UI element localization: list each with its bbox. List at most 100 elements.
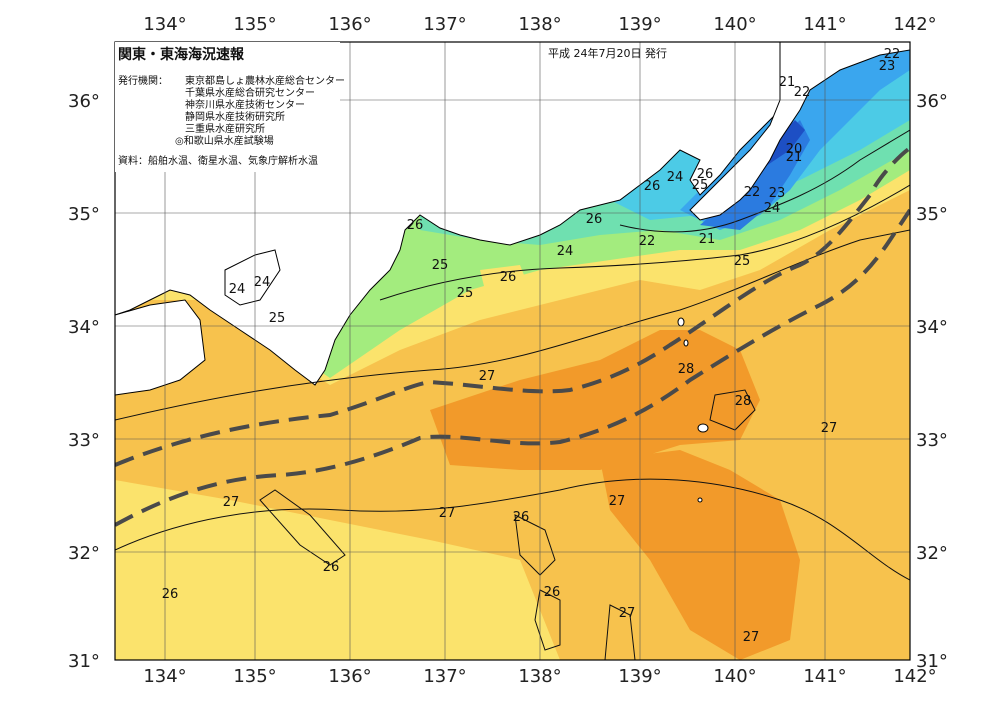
iso-label: 27 (439, 506, 456, 521)
iso-label: 25 (432, 258, 449, 273)
issue-date: 平成 24年7月20日 発行 (548, 46, 667, 60)
lat-35-right: 35° (916, 204, 948, 225)
lon-134-top: 134° (143, 14, 186, 35)
iso-label: 22 (744, 185, 761, 200)
lon-142-bottom: 142° (893, 666, 936, 687)
issuer-1: 東京都島しょ農林水産総合センター (185, 74, 345, 87)
awaji-island (224, 249, 281, 306)
lon-137-top: 137° (423, 14, 466, 35)
lon-136-bottom: 136° (328, 666, 371, 687)
iso-label: 26 (500, 270, 517, 285)
iso-label: 26 (697, 167, 714, 182)
issuer-5: 三重県水産研究所 (185, 122, 265, 135)
sst-28-south (600, 450, 800, 660)
iso-label: 22 (794, 85, 811, 100)
iso-label: 21 (699, 232, 716, 247)
iso-label: 24 (557, 244, 574, 259)
isotherm-26-loop-c (534, 589, 561, 651)
iso-label: 26 (323, 560, 340, 575)
iso-label: 21 (779, 75, 796, 90)
isotherm-28-loop (709, 389, 756, 431)
iso-label: 20 (786, 142, 803, 157)
lon-labels-bottom: 134° 135° 136° 137° 138° 139° 140° 141° … (143, 666, 936, 687)
lat-36-left: 36° (68, 91, 100, 112)
iso-label: 25 (457, 286, 474, 301)
iso-label: 26 (513, 510, 530, 525)
kuroshio-axis (115, 146, 910, 527)
issuer-3: 神奈川県水産技術センター (185, 98, 305, 111)
iso-label: 26 (407, 218, 424, 233)
iso-label: 25 (734, 254, 751, 269)
iso-label: 27 (743, 630, 760, 645)
lon-139-bottom: 139° (618, 666, 661, 687)
isotherm-25 (379, 184, 910, 301)
island-izu-2 (683, 339, 689, 347)
iso-label: 24 (229, 282, 246, 297)
lat-31-right: 31° (916, 651, 948, 672)
lon-labels-top: 134° 135° 136° 137° 138° 139° 140° 141° … (143, 14, 936, 35)
lat-36-right: 36° (916, 91, 948, 112)
iso-label: 24 (254, 275, 271, 290)
boso-peninsula (689, 41, 911, 221)
iso-label: 27 (821, 421, 838, 436)
kuroshio-north-dash (115, 146, 910, 467)
isotherm-lines (115, 129, 910, 660)
lon-141-top: 141° (803, 14, 846, 35)
lon-142-top: 142° (893, 14, 936, 35)
lon-138-bottom: 138° (518, 666, 561, 687)
iso-label: 27 (479, 369, 496, 384)
iso-label: 26 (644, 179, 661, 194)
iso-label: 24 (764, 201, 781, 216)
lon-138-top: 138° (518, 14, 561, 35)
kuroshio-south-dash (115, 208, 910, 527)
lat-32-left: 32° (68, 543, 100, 564)
issuer-4: 静岡県水産技術研究所 (185, 110, 285, 123)
lat-35-left: 35° (68, 204, 100, 225)
map-frame (114, 41, 911, 661)
isotherm-27-south (115, 478, 910, 581)
iso-label: 26 (586, 212, 603, 227)
lon-139-top: 139° (618, 14, 661, 35)
lon-135-bottom: 135° (233, 666, 276, 687)
data-source: 資料：船舶水温、衛星水温、気象庁解析水温 (118, 154, 318, 167)
iso-label: 28 (735, 394, 752, 409)
isotherm-26-loop (259, 489, 346, 566)
island-aogashima (697, 497, 703, 503)
iso-label: 25 (269, 311, 286, 326)
island-izu-1 (677, 317, 685, 327)
island-hachijo (697, 423, 709, 433)
iso-label: 23 (769, 186, 786, 201)
lon-140-bottom: 140° (713, 666, 756, 687)
lon-137-bottom: 137° (423, 666, 466, 687)
lon-135-top: 135° (233, 14, 276, 35)
iso-label: 23 (879, 59, 896, 74)
isotherm-26-loop-d (604, 604, 636, 660)
lon-134-bottom: 134° (143, 666, 186, 687)
sst-28-core (430, 330, 760, 470)
lat-33-right: 33° (916, 430, 948, 451)
lat-33-left: 33° (68, 430, 100, 451)
iso-label: 27 (223, 495, 240, 510)
sst-26-south-b (300, 600, 540, 660)
iso-label: 22 (884, 47, 901, 62)
lon-136-top: 136° (328, 14, 371, 35)
legend-box (115, 42, 340, 172)
iso-label: 24 (667, 170, 684, 185)
iso-label: 27 (609, 494, 626, 509)
issuer-6: ◎和歌山県水産試験場 (175, 134, 274, 147)
iso-label: 25 (692, 178, 709, 193)
graticule (115, 42, 910, 660)
lon-141-bottom: 141° (803, 666, 846, 687)
isotherm-value-labels-extra: 27 27 (609, 494, 760, 645)
lat-32-right: 32° (916, 543, 948, 564)
isotherm-value-labels: 22 23 21 22 20 21 22 23 24 26 25 24 26 2… (162, 47, 901, 621)
iso-label: 26 (544, 585, 561, 600)
lat-31-left: 31° (68, 651, 100, 672)
iso-label: 21 (786, 150, 803, 165)
iso-label: 27 (619, 606, 636, 621)
kii-shikoku (114, 299, 206, 396)
lat-34-right: 34° (916, 317, 948, 338)
lat-labels-left: 36° 35° 34° 33° 32° 31° (68, 91, 100, 672)
